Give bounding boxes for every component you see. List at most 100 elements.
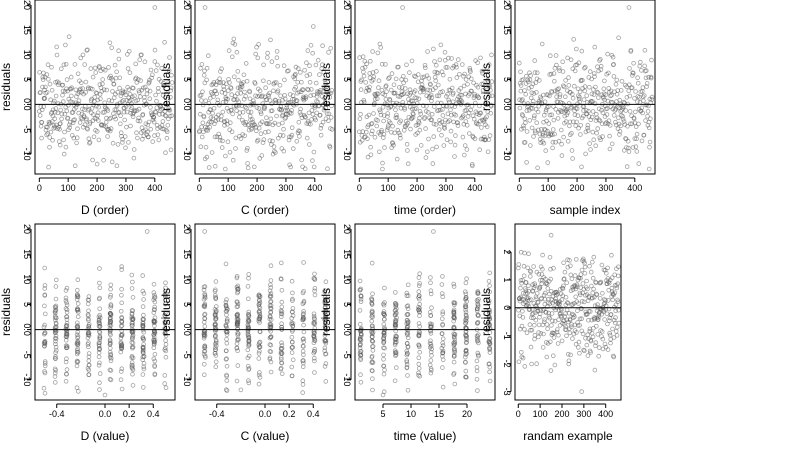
data-point [607, 332, 613, 338]
data-point [645, 113, 650, 119]
data-point [580, 281, 586, 286]
data-point [592, 74, 597, 79]
data-point [398, 135, 403, 141]
data-point [42, 96, 48, 101]
y-tick-label: 1 [502, 277, 512, 282]
data-point [374, 69, 379, 74]
data-point [159, 106, 164, 112]
data-point [272, 80, 277, 86]
data-point [466, 131, 472, 136]
data-point [381, 309, 387, 314]
data-point [55, 126, 60, 131]
data-point [412, 95, 418, 100]
data-point [154, 98, 159, 104]
data-point [202, 229, 208, 234]
data-point [245, 165, 251, 171]
y-tick-label: -10 [342, 148, 352, 161]
data-point [63, 359, 69, 365]
data-point [92, 65, 98, 71]
data-point [213, 314, 218, 320]
data-point [572, 322, 578, 328]
data-point [555, 341, 561, 346]
data-point [548, 266, 553, 272]
data-point [404, 304, 410, 309]
data-point [244, 106, 249, 111]
data-point [529, 125, 535, 131]
data-point [422, 63, 428, 68]
data-point [289, 339, 295, 345]
y-tick-label: 20 [182, 224, 192, 234]
y-tick-label: -3 [502, 388, 512, 396]
data-point [93, 70, 98, 75]
data-point [274, 49, 280, 54]
data-point [381, 132, 387, 137]
data-point [84, 116, 89, 122]
data-point [311, 335, 317, 340]
data-point [437, 107, 443, 113]
data-point [432, 59, 437, 64]
data-point [90, 86, 95, 92]
data-point [521, 273, 527, 279]
data-point [85, 297, 91, 303]
data-point [291, 103, 297, 108]
data-point [603, 121, 608, 126]
data-point [428, 367, 434, 373]
data-point [64, 300, 69, 305]
data-point [520, 113, 526, 118]
data-point [414, 95, 419, 101]
data-point [281, 126, 286, 132]
data-point [447, 118, 452, 123]
data-point [268, 282, 273, 288]
data-point [404, 358, 410, 363]
data-point [260, 101, 266, 106]
data-point [529, 306, 535, 312]
data-point [257, 370, 262, 375]
data-point [411, 112, 416, 117]
data-point [198, 66, 203, 71]
data-point [212, 163, 218, 169]
data-point [487, 93, 492, 98]
data-point [595, 332, 601, 337]
data-point [524, 160, 529, 165]
data-point [561, 283, 566, 289]
data-point [200, 102, 206, 108]
data-point [75, 287, 80, 293]
data-point [547, 93, 552, 99]
data-point [615, 273, 621, 279]
data-point [427, 345, 433, 350]
data-point [475, 350, 481, 356]
data-point [277, 132, 283, 138]
data-point [417, 313, 422, 319]
data-point [229, 107, 234, 113]
data-point [164, 135, 170, 141]
data-point [403, 77, 409, 83]
data-point [235, 299, 240, 305]
data-point [151, 310, 157, 315]
data-point [280, 97, 285, 103]
data-point [308, 93, 314, 98]
x-tick-label: 100 [541, 183, 556, 193]
data-point [75, 292, 80, 298]
data-point [217, 137, 223, 143]
data-point [42, 341, 48, 347]
data-point [275, 88, 281, 94]
data-point [489, 79, 495, 84]
data-point [118, 308, 124, 314]
data-point [541, 331, 546, 337]
data-point [475, 388, 480, 393]
data-point [587, 141, 592, 146]
data-point [55, 101, 61, 106]
data-point [200, 89, 205, 95]
data-point [551, 265, 556, 271]
data-point [42, 311, 48, 317]
data-point [318, 126, 324, 131]
data-point [246, 343, 251, 349]
data-point [271, 88, 276, 94]
data-point [405, 332, 410, 338]
data-point [163, 280, 168, 286]
data-point [612, 290, 618, 296]
data-point [108, 377, 114, 383]
data-point [289, 315, 295, 321]
data-point [369, 131, 374, 137]
